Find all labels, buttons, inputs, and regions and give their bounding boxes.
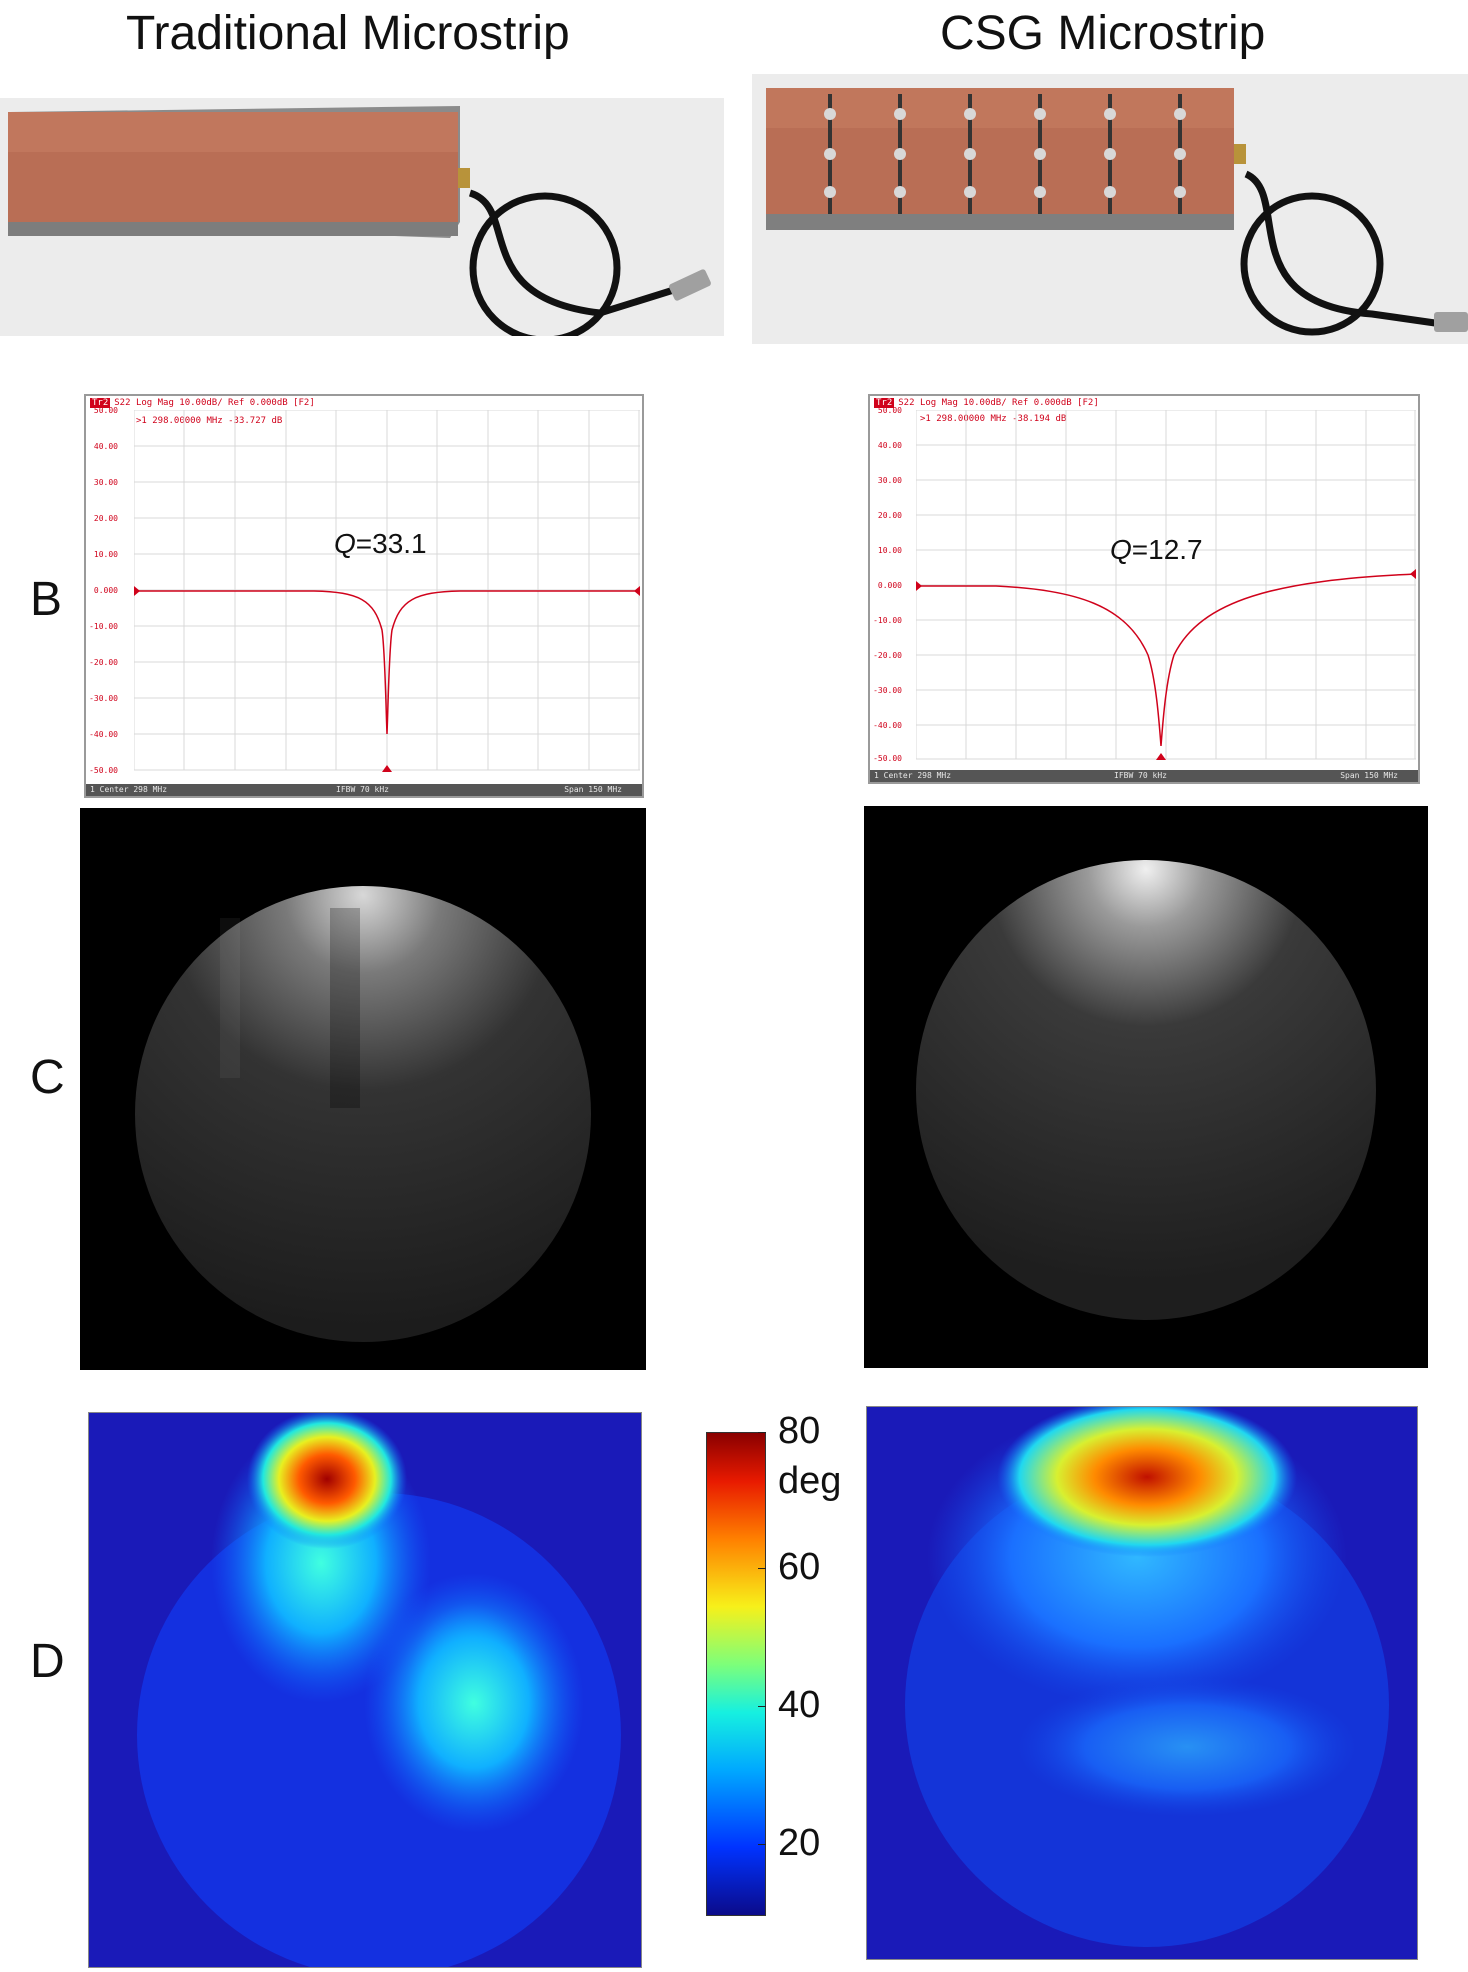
vna-footer-right: 1 Center 298 MHz IFBW 70 kHz Span 150 MH… xyxy=(870,770,1418,782)
vna-marker-left: >1 298.00000 MHz -33.727 dB xyxy=(136,416,283,426)
vna-marker-right: >1 298.00000 MHz -38.194 dB xyxy=(920,414,1067,424)
y-tick: -30.00 xyxy=(89,694,118,703)
flip-map-right-drawing xyxy=(867,1407,1417,1959)
mr-image-left xyxy=(80,808,646,1370)
colorbar-label-80: 80 xyxy=(778,1410,821,1452)
q-symbol: Q xyxy=(1110,534,1132,565)
s22-trace-right xyxy=(916,573,1416,747)
flip-angle-colorbar xyxy=(706,1432,766,1916)
row-label-d: D xyxy=(30,1635,65,1688)
left-column-title: Traditional Microstrip xyxy=(126,7,570,60)
y-tick: -30.00 xyxy=(873,686,902,695)
y-tick: 50.00 xyxy=(93,406,118,415)
y-tick: -40.00 xyxy=(873,721,902,730)
trace-tag: Tr2 xyxy=(874,398,895,408)
colorbar-tick xyxy=(758,1568,766,1569)
footer-ifbw: IFBW 70 kHz xyxy=(1114,771,1167,780)
vna-header-text: S22 Log Mag 10.00dB/ Ref 0.000dB [F2] xyxy=(114,398,315,408)
traditional-coil-drawing xyxy=(0,98,724,336)
colorbar-unit: deg xyxy=(778,1460,842,1502)
footer-center: 1 Center 298 MHz xyxy=(874,771,952,780)
vna-screen-right: Tr2 S22 Log Mag 10.00dB/ Ref 0.000dB [F2]… xyxy=(868,394,1420,784)
flip-angle-map-right xyxy=(866,1406,1418,1960)
footer-center: 1 Center 298 MHz xyxy=(90,785,168,794)
y-tick: -20.00 xyxy=(873,651,902,660)
colorbar-label-20: 20 xyxy=(778,1822,821,1864)
vna-header-text: S22 Log Mag 10.00dB/ Ref 0.000dB [F2] xyxy=(898,398,1099,408)
y-tick: 50.00 xyxy=(877,406,902,415)
s22-trace-left xyxy=(134,590,640,735)
footer-ifbw: IFBW 70 kHz xyxy=(336,785,389,794)
mr-image-right xyxy=(864,806,1428,1368)
right-column-title: CSG Microstrip xyxy=(940,7,1266,60)
y-tick: -10.00 xyxy=(89,622,118,631)
y-tick: 10.00 xyxy=(877,546,902,555)
y-tick: -50.00 xyxy=(89,766,118,775)
q-factor-left: Q=33.1 xyxy=(334,528,427,560)
y-tick: 0.000 xyxy=(877,581,902,590)
colorbar-tick xyxy=(758,1706,766,1707)
s22-plot-left xyxy=(134,410,640,772)
y-tick: 40.00 xyxy=(93,442,118,451)
y-tick: -40.00 xyxy=(89,730,118,739)
colorbar-tick xyxy=(758,1432,766,1433)
csg-microstrip-photo xyxy=(752,74,1468,344)
y-tick: 40.00 xyxy=(877,441,902,450)
row-label-c: C xyxy=(30,1051,65,1104)
y-tick: -20.00 xyxy=(89,658,118,667)
vna-header-right: Tr2 S22 Log Mag 10.00dB/ Ref 0.000dB [F2] xyxy=(874,398,1099,408)
vna-screen-left: Tr2 S22 Log Mag 10.00dB/ Ref 0.000dB [F2]… xyxy=(84,394,644,798)
vna-header-left: Tr2 S22 Log Mag 10.00dB/ Ref 0.000dB [F2] xyxy=(90,398,315,408)
y-tick: 30.00 xyxy=(877,476,902,485)
footer-span: Span 150 MHz xyxy=(564,785,622,794)
row-label-b: B xyxy=(30,573,63,626)
q-value: =12.7 xyxy=(1131,534,1203,565)
y-tick: -50.00 xyxy=(873,754,902,763)
footer-span: Span 150 MHz xyxy=(1340,771,1398,780)
s22-plot-right xyxy=(916,410,1416,760)
mr-phantom-right xyxy=(916,860,1376,1320)
q-value: =33.1 xyxy=(355,528,427,559)
q-symbol: Q xyxy=(334,528,356,559)
y-tick: 30.00 xyxy=(93,478,118,487)
flip-map-left-drawing xyxy=(89,1413,641,1967)
trace-tag: Tr2 xyxy=(90,398,111,408)
y-tick: 20.00 xyxy=(877,511,902,520)
traditional-microstrip-photo xyxy=(0,98,724,336)
csg-coil-drawing xyxy=(752,74,1468,344)
colorbar-tick xyxy=(758,1844,766,1845)
y-tick: 20.00 xyxy=(93,514,118,523)
y-tick: 0.000 xyxy=(93,586,118,595)
colorbar-label-40: 40 xyxy=(778,1684,821,1726)
y-tick: -10.00 xyxy=(873,616,902,625)
mr-phantom-left xyxy=(135,886,591,1342)
q-factor-right: Q=12.7 xyxy=(1110,534,1203,566)
colorbar-label-60: 60 xyxy=(778,1546,821,1588)
flip-angle-map-left xyxy=(88,1412,642,1968)
vna-footer-left: 1 Center 298 MHz IFBW 70 kHz Span 150 MH… xyxy=(86,784,642,796)
y-tick: 10.00 xyxy=(93,550,118,559)
